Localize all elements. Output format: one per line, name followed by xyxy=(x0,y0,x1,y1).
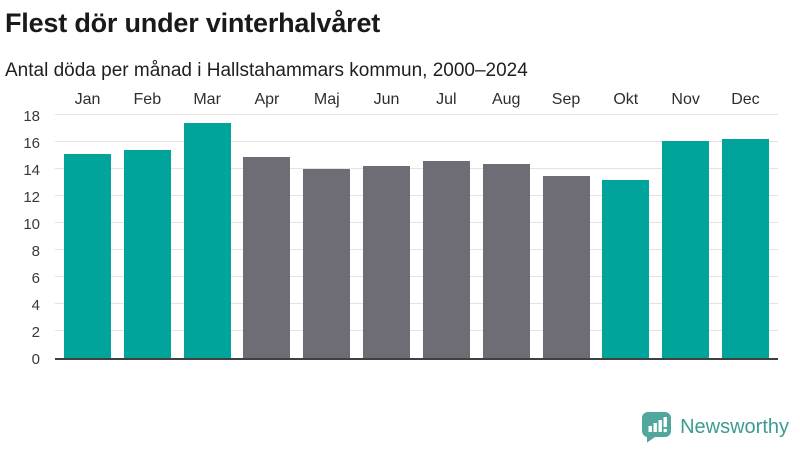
x-tick-label-nov: Nov xyxy=(671,91,700,108)
y-tick-label-14: 14 xyxy=(23,162,40,179)
x-tick-label-jul: Jul xyxy=(436,91,457,108)
x-tick-label-jun: Jun xyxy=(373,91,400,108)
gridline-4 xyxy=(55,303,778,304)
gridline-2 xyxy=(55,330,778,331)
bar-aug xyxy=(482,163,530,358)
x-tick-label-dec: Dec xyxy=(731,91,760,108)
gridline-16 xyxy=(55,141,778,142)
bar-series xyxy=(55,117,778,358)
y-axis: 0 2 4 6 8 10 12 14 16 18 xyxy=(0,108,44,368)
gridline-8 xyxy=(55,249,778,250)
chart-header: Flest dör under vinterhalvåret Antal död… xyxy=(0,0,800,82)
bar-chart-speech-bubble-icon xyxy=(642,412,672,443)
bar-mar xyxy=(183,123,231,358)
x-tick-label-okt: Okt xyxy=(613,91,639,108)
gridline-10 xyxy=(55,222,778,223)
brand-logo: Newsworthy xyxy=(641,411,789,443)
y-tick-label-10: 10 xyxy=(23,216,40,233)
y-tick-label-16: 16 xyxy=(23,135,40,152)
x-tick-label-maj: Maj xyxy=(313,91,340,108)
bar-jul xyxy=(422,160,470,358)
gridline-14 xyxy=(55,168,778,169)
y-tick-label-12: 12 xyxy=(23,189,40,206)
gridline-12 xyxy=(55,195,778,196)
x-tick-label-sep: Sep xyxy=(551,91,581,108)
bar-jan xyxy=(64,154,111,358)
bar-dec xyxy=(721,139,769,358)
bar-sep xyxy=(542,175,590,358)
y-tick-label-6: 6 xyxy=(31,270,40,287)
y-tick-label-8: 8 xyxy=(31,243,40,260)
x-tick-label-feb: Feb xyxy=(133,91,162,108)
x-axis: Jan Feb Mar Apr Maj Jun Jul Aug Sep Okt Nov Dec xyxy=(55,91,778,109)
bar-maj xyxy=(303,169,351,358)
chart-title: Flest dör under vinterhalvåret xyxy=(5,8,381,38)
x-tick-label-mar: Mar xyxy=(193,91,221,108)
y-tick-label-0: 0 xyxy=(31,351,40,368)
bar-okt xyxy=(602,179,650,358)
y-tick-label-2: 2 xyxy=(31,324,40,341)
bar-nov xyxy=(662,140,710,358)
bar-feb xyxy=(123,150,171,358)
y-tick-label-4: 4 xyxy=(31,297,40,314)
x-tick-label-aug: Aug xyxy=(491,91,521,108)
bar-jun xyxy=(363,166,411,358)
bar-apr xyxy=(243,156,291,358)
chart-container: 0 2 4 6 8 10 12 14 16 18 xyxy=(0,108,800,368)
brand-name: Newsworthy xyxy=(680,415,789,438)
gridline-6 xyxy=(55,276,778,277)
x-tick-label-apr: Apr xyxy=(254,91,280,108)
gridline-18 xyxy=(55,114,778,115)
chart-subtitle: Antal döda per månad i Hallstahammars ko… xyxy=(5,60,528,81)
y-tick-label-18: 18 xyxy=(23,108,40,125)
x-tick-label-jan: Jan xyxy=(74,91,101,108)
plot-area xyxy=(55,114,778,360)
